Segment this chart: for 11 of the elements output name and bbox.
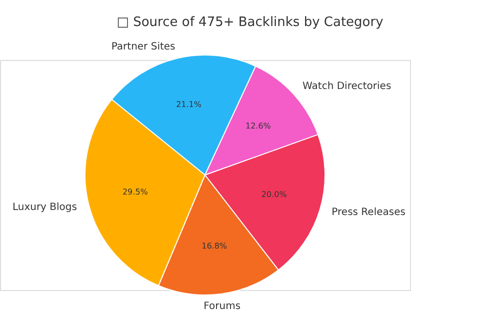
- slice-label: Forums: [204, 300, 241, 312]
- data-label: 20.0%: [261, 190, 288, 200]
- slice-label: Partner Sites: [111, 41, 176, 52]
- slice-label: Luxury Blogs: [12, 202, 77, 214]
- data-label: 21.1%: [176, 100, 202, 109]
- chart-title: □ Source of 475+ Backlinks by Category: [116, 15, 384, 30]
- slice-label: Watch Directories: [302, 81, 392, 92]
- data-label: 16.8%: [202, 241, 228, 250]
- data-label: 29.5%: [122, 188, 148, 197]
- data-label: 12.6%: [245, 121, 272, 130]
- slice-label: Press Releases: [332, 207, 406, 218]
